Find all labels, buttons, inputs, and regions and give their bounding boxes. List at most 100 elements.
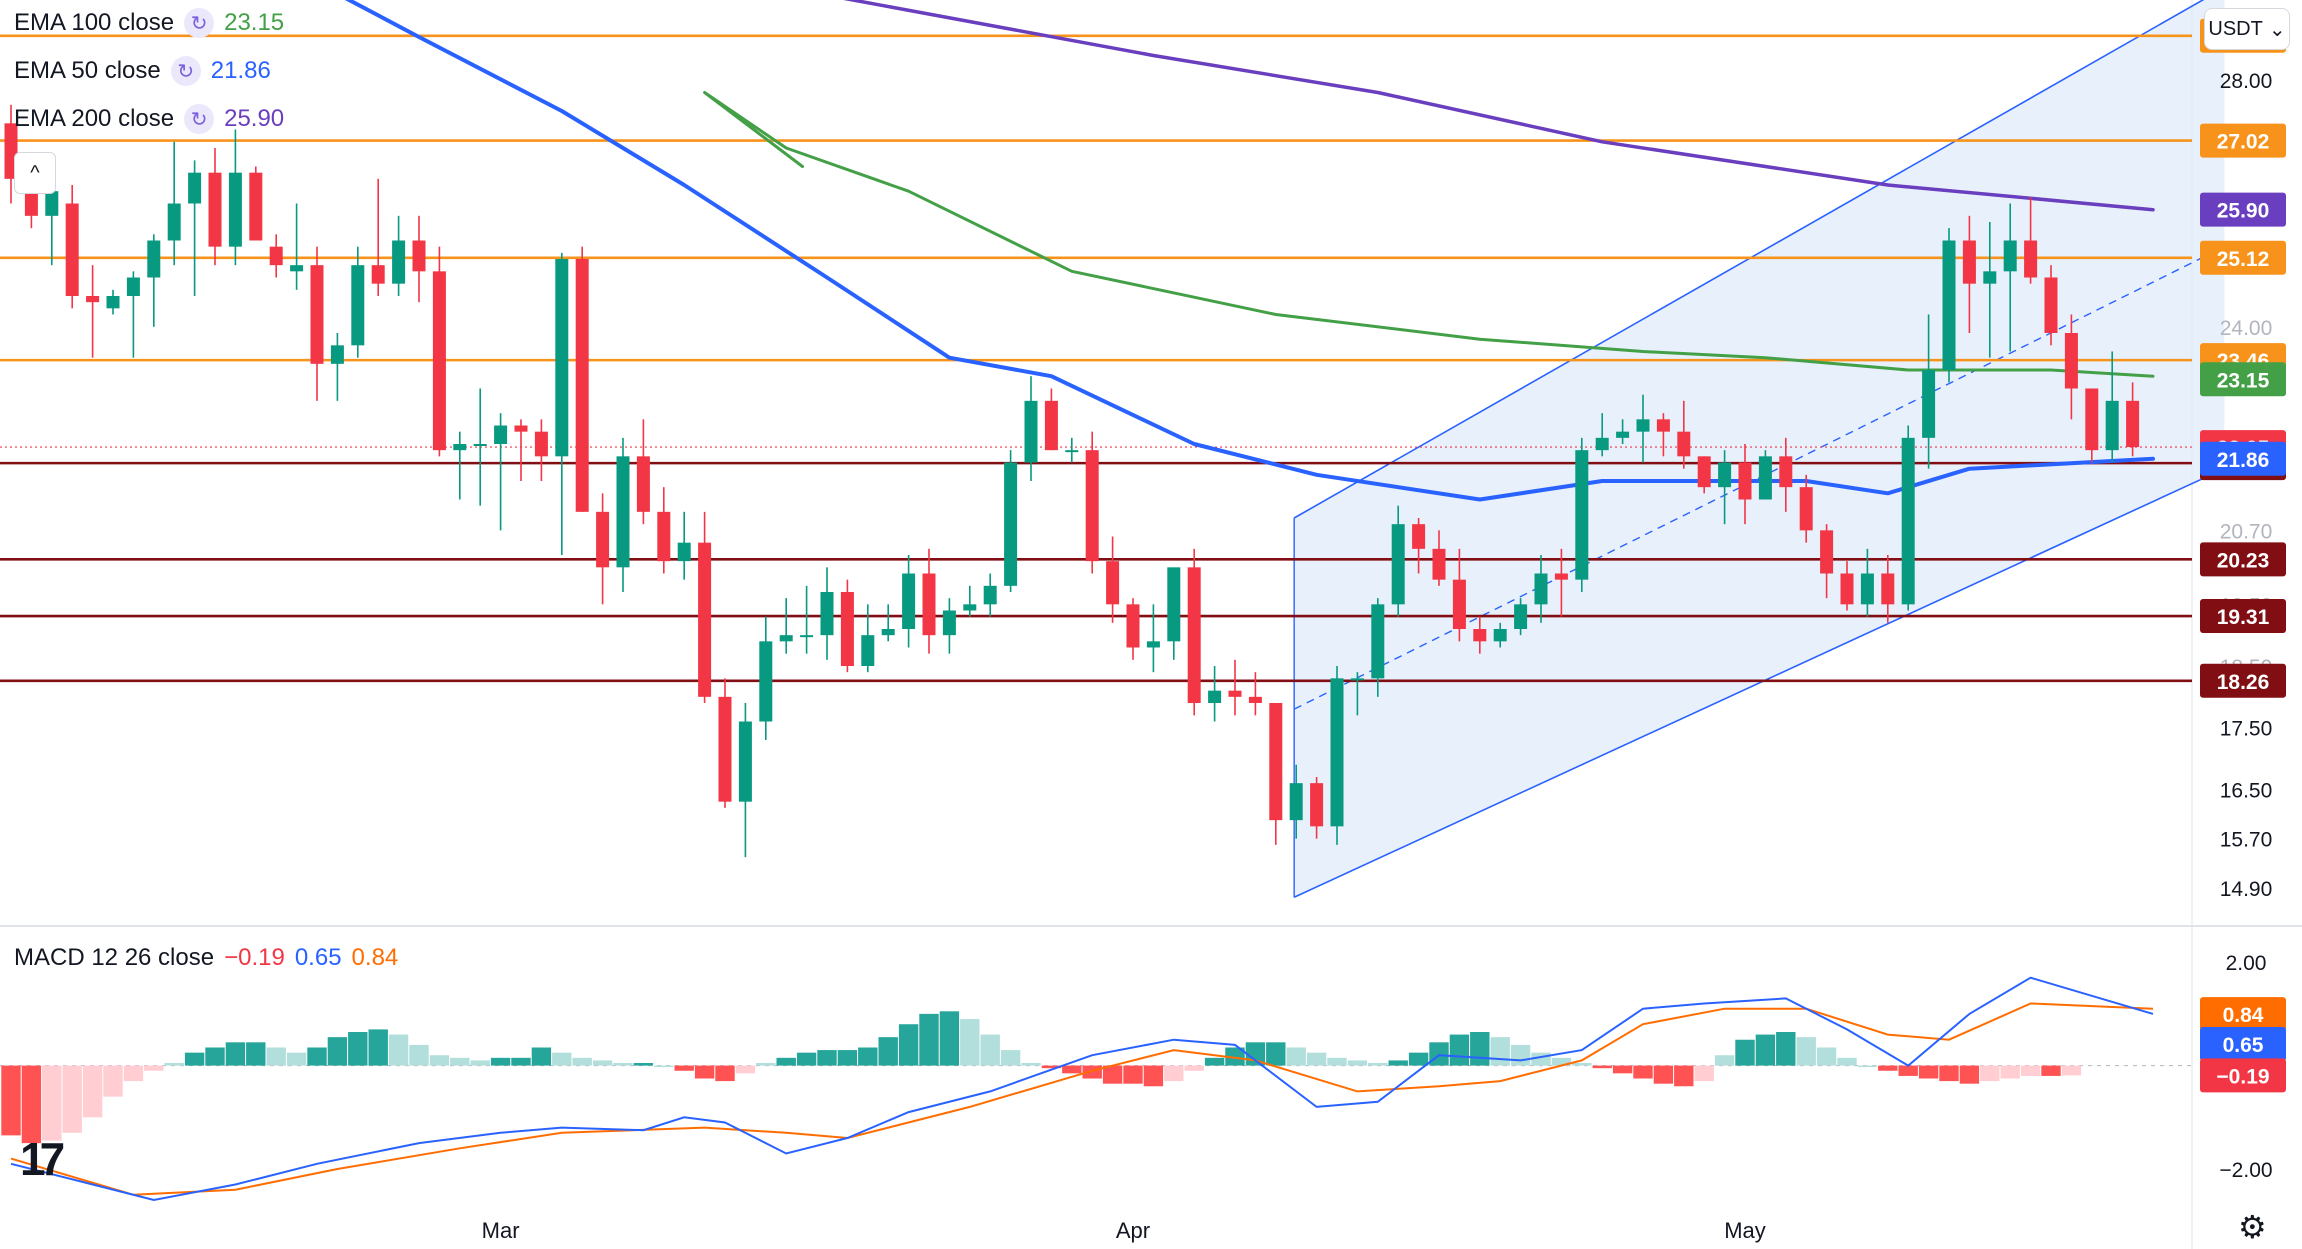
price-tick-label: 14.90	[2220, 878, 2273, 901]
macd-histogram-bar	[225, 1042, 246, 1066]
macd-histogram-bar	[490, 1057, 511, 1066]
settings-icon[interactable]: ⚙	[2238, 1209, 2267, 1245]
macd-histogram-bar	[919, 1013, 939, 1066]
candle-body	[555, 259, 569, 457]
macd-histogram-bar	[286, 1052, 307, 1066]
legend-ema200: EMA 200 close ↻ 25.90	[14, 104, 284, 134]
candle-body	[1208, 690, 1222, 703]
candle-body	[2064, 333, 2078, 389]
candle-body	[1983, 271, 1997, 284]
level-tag: 18.26	[2217, 671, 2270, 694]
macd-histogram-bar	[1225, 1047, 1245, 1066]
candle-body	[1248, 696, 1262, 703]
candle-body	[1167, 567, 1181, 642]
macd-histogram-bar	[1408, 1052, 1429, 1066]
candle-body	[1636, 419, 1650, 432]
legend-macd-hist: −0.19	[224, 944, 285, 971]
macd-histogram-bar	[1429, 1042, 1449, 1066]
level-tag-bg	[2200, 123, 2286, 158]
candle-body	[1187, 567, 1201, 703]
macd-histogram-bar	[633, 1063, 654, 1066]
candle-body	[1840, 573, 1854, 605]
macd-histogram-bar	[1714, 1055, 1735, 1066]
candle-body	[86, 296, 100, 303]
candle-body	[657, 511, 671, 562]
candle-body	[1269, 703, 1283, 821]
collapse-legend-button[interactable]: ^	[14, 152, 56, 194]
candle-body	[392, 240, 406, 284]
macd-line	[10, 976, 2154, 1202]
macd-histogram-bar	[205, 1047, 225, 1066]
candle-body	[1942, 240, 1956, 370]
candle-body	[698, 542, 712, 697]
level-tag: 19.31	[2217, 606, 2270, 629]
macd-histogram-bar	[82, 1065, 103, 1118]
level-tag-bg	[2200, 663, 2286, 698]
candle-body	[1697, 456, 1711, 488]
candle-body	[371, 265, 385, 284]
candle-body	[351, 265, 365, 346]
level-tag-bg	[2200, 240, 2286, 275]
candle-body	[1289, 783, 1303, 821]
candle-body	[1554, 573, 1568, 580]
macd-histogram-bar	[980, 1034, 1000, 1066]
candle-body	[1452, 579, 1466, 629]
candle-body	[290, 265, 304, 272]
candle-body	[1738, 462, 1752, 500]
candle-body	[45, 191, 59, 216]
macd-tick-label: −2.00	[2219, 1159, 2272, 1182]
time-label: Apr	[1116, 1218, 1150, 1243]
time-label: May	[1724, 1218, 1766, 1243]
macd-histogram-bar	[42, 1065, 62, 1141]
refresh-icon[interactable]: ↻	[184, 104, 215, 134]
macd-histogram-bar	[470, 1060, 490, 1066]
macd-histogram-bar	[1164, 1065, 1184, 1082]
legend-ema50-label: EMA 50 close	[14, 57, 161, 84]
candle-body	[1146, 641, 1160, 648]
macd-histogram-bar	[1470, 1031, 1490, 1066]
candle-body	[473, 444, 487, 446]
macd-histogram-bar	[1612, 1065, 1633, 1074]
candle-body	[800, 635, 814, 638]
candle-body	[208, 172, 222, 247]
price-tag-bg	[2200, 192, 2286, 227]
macd-histogram-bar	[1939, 1065, 1959, 1082]
macd-histogram-bar	[1959, 1065, 1980, 1084]
channel-lower	[1293, 467, 2225, 898]
macd-histogram-bar	[62, 1065, 82, 1133]
candle-body	[2024, 240, 2038, 278]
candle-body	[2105, 400, 2119, 451]
candle-body	[1860, 573, 1874, 605]
macd-histogram-bar	[2000, 1065, 2020, 1079]
macd-histogram-bar	[531, 1047, 552, 1066]
legend-ema100-label: EMA 100 close	[14, 9, 175, 36]
macd-tag-bg	[2200, 1058, 2286, 1093]
candle-body	[1881, 573, 1895, 605]
refresh-icon[interactable]: ↻	[184, 8, 215, 38]
macd-histogram-bar	[164, 1063, 184, 1066]
candle-body	[1534, 573, 1548, 605]
candle-body	[1126, 604, 1140, 648]
macd-histogram-bar	[450, 1057, 470, 1066]
macd-histogram-bar	[1184, 1065, 1204, 1071]
candle-body	[1228, 690, 1242, 697]
currency-select[interactable]: USDT ⌄	[2204, 8, 2290, 50]
legend-macd-line: 0.65	[294, 944, 342, 971]
candle-body	[1514, 604, 1528, 629]
candle-body	[1493, 629, 1507, 642]
macd-tag: 0.84	[2223, 1004, 2264, 1027]
macd-histogram-bar	[388, 1034, 409, 1066]
chevron-down-icon: ⌄	[2268, 18, 2286, 41]
macd-histogram-bar	[1857, 1065, 1878, 1068]
macd-histogram-bar	[1490, 1037, 1510, 1066]
macd-histogram-bar	[1062, 1065, 1082, 1074]
candle-body	[902, 573, 916, 629]
macd-tick-label: 2.00	[2226, 952, 2267, 975]
refresh-icon[interactable]: ↻	[170, 56, 201, 86]
tradingview-logo: 17	[20, 1133, 65, 1185]
price-tag: 25.90	[2217, 200, 2270, 223]
legend-ema200-value: 25.90	[224, 105, 285, 132]
candle-body	[840, 592, 854, 666]
candle-body	[494, 425, 508, 444]
